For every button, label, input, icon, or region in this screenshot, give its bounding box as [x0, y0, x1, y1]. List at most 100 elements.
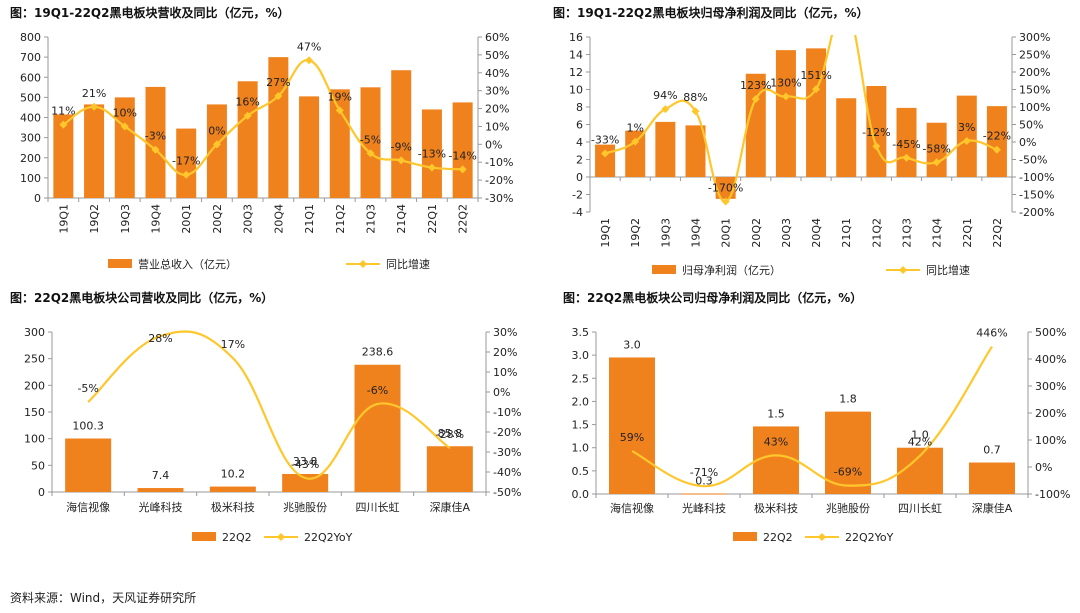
bar-value-label: 1.0	[911, 429, 929, 442]
y-left-tick-label: 0	[38, 486, 45, 499]
y-left-tick-label: 2.0	[572, 395, 590, 408]
legend-bar-label: 归母净利润（亿元）	[682, 263, 781, 277]
y-right-tick-label: 150%	[1019, 84, 1050, 97]
y-right-tick-label: -150%	[1019, 189, 1054, 202]
bar-value-label: 0.3	[695, 475, 713, 488]
line-marker	[182, 170, 191, 179]
line-marker	[691, 107, 700, 116]
y-right-tick-label: 10%	[485, 120, 509, 133]
line-marker	[812, 85, 821, 94]
bar	[753, 426, 799, 494]
y-right-tick-label: 0%	[1035, 461, 1052, 474]
bar-value-label: 238.6	[362, 346, 394, 359]
bar	[452, 102, 473, 198]
line-value-label: 59%	[620, 431, 644, 444]
x-tick-label: 20Q2	[750, 218, 763, 248]
y-left-tick-label: 400	[20, 112, 41, 125]
y-left-tick-label: 100	[20, 172, 41, 185]
x-tick-label: 光峰科技	[682, 501, 726, 515]
bar	[609, 357, 655, 494]
y-left-tick-label: 250	[24, 353, 45, 366]
legend-line-label: 同比增速	[386, 257, 430, 271]
chart-3-title: 图：22Q2黑电板块公司营收及同比（亿元，%）	[10, 291, 274, 305]
y-left-tick-label: -2	[572, 189, 583, 202]
line-value-label: -43%	[291, 458, 319, 471]
bar	[299, 96, 320, 198]
line-marker	[243, 111, 252, 120]
y-right-tick-label: 0%	[1019, 136, 1036, 149]
x-tick-label: 19Q2	[88, 204, 101, 234]
x-tick-label: 19Q3	[119, 204, 132, 234]
x-tick-label: 19Q4	[150, 204, 163, 234]
bar	[969, 462, 1015, 494]
line-marker	[151, 145, 160, 154]
line-marker	[902, 153, 911, 162]
bar-value-label: 0.7	[983, 444, 1001, 457]
bar	[354, 364, 401, 492]
y-left-tick-label: 6	[576, 119, 583, 132]
bar	[825, 411, 871, 494]
line-value-label: 47%	[297, 40, 321, 53]
line-value-label: -45%	[892, 138, 920, 151]
y-left-tick-label: 500	[20, 91, 41, 104]
line-value-label: 17%	[221, 338, 245, 351]
bar	[956, 95, 977, 177]
y-right-tick-label: -10%	[493, 406, 521, 419]
chart-2: -4 -2 0 2 4 6 8 10 12 14 16 -200% -150% -100% -50% 0% 50…	[569, 31, 1054, 277]
y-left-tick-label: 700	[20, 51, 41, 64]
x-tick-label: 海信视像	[610, 501, 654, 515]
y-right-tick-label: -20%	[485, 174, 513, 187]
y-left-tick-label: 0.5	[572, 465, 590, 478]
y-right-tick-label: 10%	[493, 366, 517, 379]
bar	[681, 493, 727, 495]
bar-value-label: 33.8	[293, 455, 318, 468]
line-marker	[212, 140, 221, 149]
bar	[268, 57, 289, 198]
bar	[53, 114, 74, 198]
bar	[137, 488, 184, 492]
bar	[836, 98, 857, 177]
bar	[421, 109, 442, 198]
line-value-label: -17%	[172, 155, 200, 168]
line-value-label: -69%	[834, 466, 862, 479]
y-right-tick-label: -200%	[1019, 206, 1054, 219]
x-tick-label: 19Q1	[57, 204, 70, 234]
x-tick-label: 21Q1	[840, 218, 853, 248]
line-value-label: 151%	[800, 69, 831, 82]
x-tick-label: 20Q1	[180, 204, 193, 234]
y-right-tick-label: 0%	[493, 386, 510, 399]
y-left-tick-label: 3.0	[572, 349, 590, 362]
y-right-tick-label: -40%	[493, 466, 521, 479]
y-left-tick-label: -4	[572, 206, 583, 219]
legend-line-marker	[818, 533, 826, 541]
x-tick-label: 21Q4	[931, 218, 944, 248]
y-right-tick-label: -100%	[1019, 171, 1054, 184]
line-value-label: 11%	[51, 105, 75, 118]
y-left-tick-label: 800	[20, 31, 41, 44]
x-tick-label: 四川长虹	[898, 502, 942, 515]
line-marker	[751, 94, 760, 103]
line-marker	[992, 145, 1001, 154]
y-left-tick-label: 14	[569, 49, 583, 62]
bar-value-label: 85.8	[438, 427, 463, 440]
y-left-tick-label: 0.0	[572, 488, 590, 501]
line-path	[631, 345, 993, 488]
line-value-label: 28%	[148, 332, 172, 345]
legend-bar-swatch	[733, 532, 757, 541]
line-marker	[90, 102, 99, 111]
line-series	[601, 35, 1001, 206]
bar	[775, 50, 796, 177]
line-value-label: -13%	[418, 148, 446, 161]
line-value-label: -9%	[391, 140, 412, 153]
x-tick-label: 22Q1	[961, 218, 974, 248]
line-series	[59, 56, 467, 179]
legend-bar-swatch	[108, 259, 132, 268]
x-tick-label: 22Q2	[991, 218, 1004, 248]
y-left-tick-label: 0	[34, 192, 41, 205]
x-tick-label: 海信视像	[66, 500, 110, 514]
bar	[745, 73, 766, 177]
x-tick-label: 兆驰股份	[826, 501, 870, 515]
bar	[986, 106, 1007, 177]
line-value-label: 27%	[266, 76, 290, 89]
y-left-tick-label: 4	[576, 136, 583, 149]
